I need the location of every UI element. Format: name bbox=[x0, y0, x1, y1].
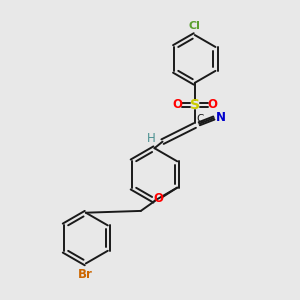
Text: C: C bbox=[196, 114, 204, 124]
Text: H: H bbox=[147, 132, 156, 145]
Text: Cl: Cl bbox=[189, 22, 201, 32]
Text: O: O bbox=[172, 98, 182, 111]
Text: Br: Br bbox=[78, 268, 93, 281]
Text: N: N bbox=[216, 111, 226, 124]
Text: S: S bbox=[190, 98, 200, 112]
Text: O: O bbox=[154, 193, 164, 206]
Text: O: O bbox=[207, 98, 217, 111]
